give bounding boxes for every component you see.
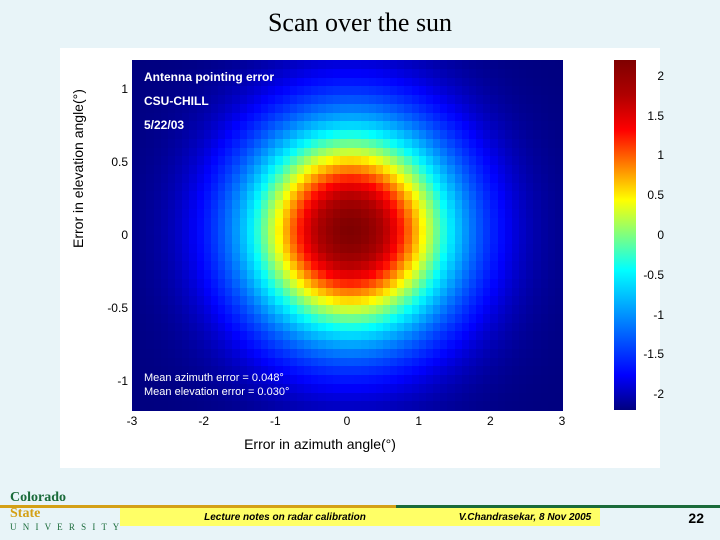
x-tick: -2: [198, 414, 209, 428]
colorbar-tick: -0.5: [643, 268, 664, 282]
page-number: 22: [688, 510, 704, 526]
university-logo: Colorado State U N I V E R S I T Y: [10, 490, 121, 532]
colorbar-tick: 1: [657, 148, 664, 162]
colorbar-gradient: [614, 60, 636, 410]
x-axis-label: Error in azimuth angle(°): [244, 436, 396, 452]
y-tick: 1: [104, 82, 128, 96]
colorbar-tick: 1.5: [647, 109, 664, 123]
chart-area: Antenna pointing error CSU-CHILL 5/22/03…: [60, 48, 660, 468]
logo-text-university: U N I V E R S I T Y: [10, 522, 121, 532]
y-tick: -1: [104, 374, 128, 388]
y-tick: 0: [104, 228, 128, 242]
chart-annotation2: Mean elevation error = 0.030°: [144, 386, 289, 398]
colorbar: -2-1.5-1-0.500.511.52: [614, 60, 636, 410]
chart-title: Antenna pointing error: [144, 70, 274, 84]
colorbar-tick: 2: [657, 69, 664, 83]
x-tick: -3: [127, 414, 138, 428]
footer-lecture: Lecture notes on radar calibration: [120, 508, 450, 526]
chart-subtitle1: CSU-CHILL: [144, 94, 209, 108]
colorbar-tick: -1: [653, 308, 664, 322]
slide: Scan over the sun Antenna pointing error…: [0, 0, 720, 540]
y-tick: 0.5: [104, 155, 128, 169]
colorbar-tick: 0: [657, 228, 664, 242]
slide-title: Scan over the sun: [0, 0, 720, 38]
logo-text-state: State: [10, 506, 40, 521]
x-tick: -1: [270, 414, 281, 428]
colorbar-tick: -1.5: [643, 347, 664, 361]
x-tick: 0: [344, 414, 351, 428]
x-tick: 2: [487, 414, 494, 428]
colorbar-tick: 0.5: [647, 188, 664, 202]
heatmap-plot: Antenna pointing error CSU-CHILL 5/22/03…: [132, 60, 562, 410]
heatmap-grid: [132, 60, 562, 410]
chart-subtitle2: 5/22/03: [144, 118, 184, 132]
footer-author: V.Chandrasekar, 8 Nov 2005: [450, 508, 600, 526]
y-tick: -0.5: [104, 301, 128, 315]
logo-text-colorado: Colorado: [10, 490, 66, 505]
colorbar-tick: -2: [653, 387, 664, 401]
y-axis-label: Error in elevation angle(°): [70, 89, 86, 248]
x-tick: 1: [415, 414, 422, 428]
footer-band: Lecture notes on radar calibration V.Cha…: [120, 508, 600, 526]
x-tick: 3: [559, 414, 566, 428]
chart-annotation1: Mean azimuth error = 0.048°: [144, 372, 284, 384]
